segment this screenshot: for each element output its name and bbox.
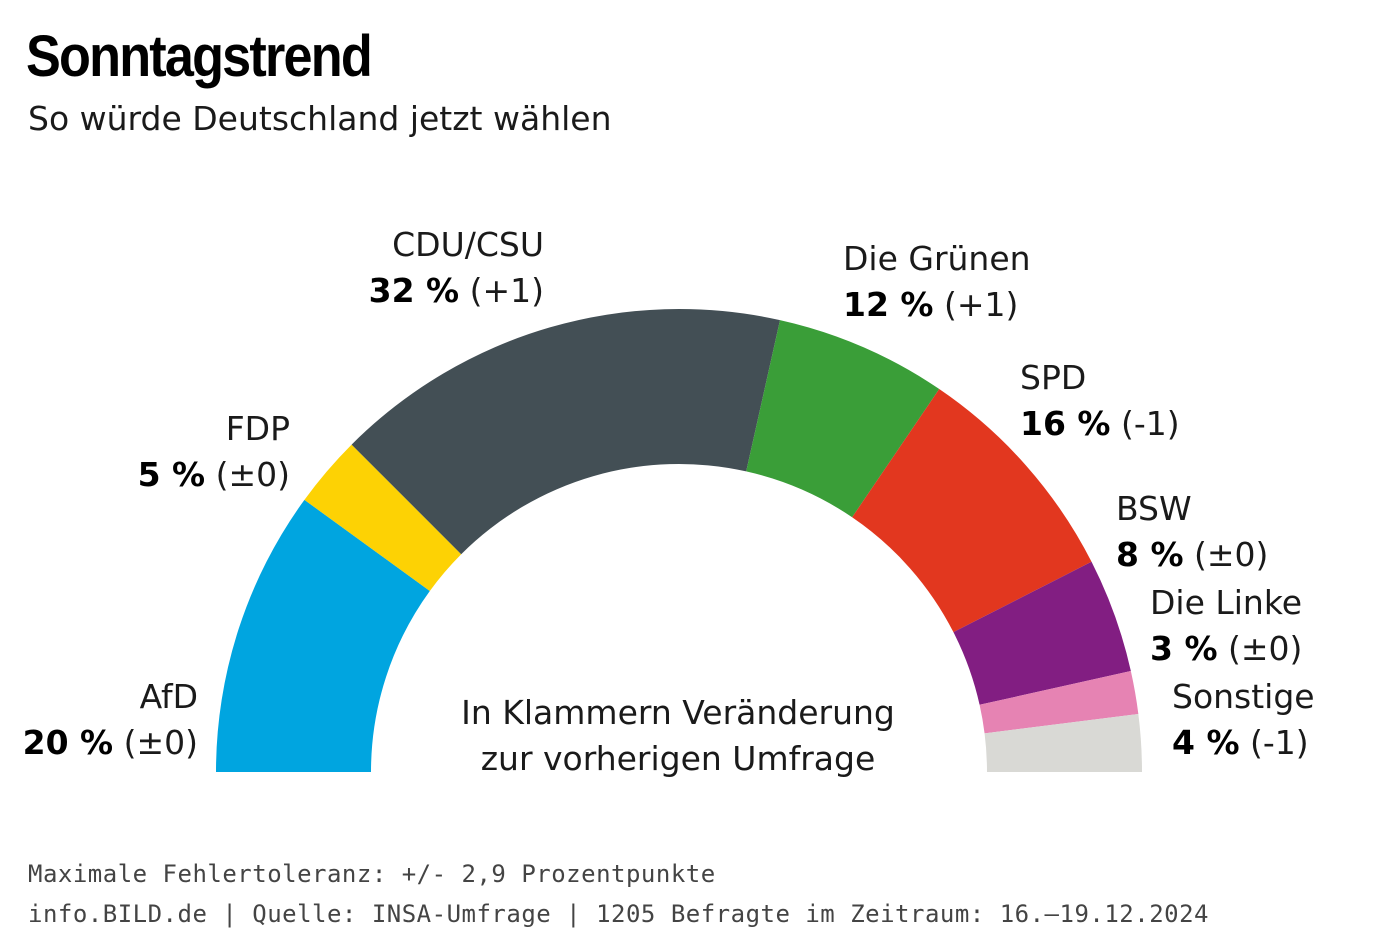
chart-note-line-1: In Klammern Veränderung	[461, 693, 895, 732]
label-percent-cdu-csu: 32 %	[369, 271, 459, 310]
label-name-fdp: FDP	[226, 409, 290, 448]
label-change-die-linke: (±0)	[1218, 629, 1303, 668]
label-change-afd: (±0)	[113, 723, 198, 762]
label-change-cdu-csu: (+1)	[459, 271, 544, 310]
slice-bsw	[953, 561, 1131, 705]
label-name-afd: AfD	[140, 677, 198, 716]
chart-subtitle: So würde Deutschland jetzt wählen	[28, 99, 612, 138]
slice-afd	[216, 499, 430, 772]
label-value-bsw: 8 % (±0)	[1116, 535, 1268, 574]
label-change-die-grünen: (+1)	[933, 285, 1018, 324]
footer-error-tolerance: Maximale Fehlertoleranz: +/- 2,9 Prozent…	[28, 860, 716, 888]
label-percent-die-linke: 3 %	[1150, 629, 1218, 668]
slice-sonstige	[984, 713, 1142, 772]
label-percent-fdp: 5 %	[138, 455, 206, 494]
label-change-bsw: (±0)	[1184, 535, 1269, 574]
label-name-cdu-csu: CDU/CSU	[392, 225, 544, 264]
label-name-bsw: BSW	[1116, 489, 1192, 528]
slice-die-grünen	[746, 320, 940, 518]
slice-fdp	[304, 444, 462, 591]
label-name-sonstige: Sonstige	[1172, 677, 1315, 716]
chart-slices	[216, 309, 1142, 772]
label-percent-spd: 16 %	[1020, 404, 1110, 443]
chart-title: Sonntagstrend	[26, 24, 373, 89]
label-value-afd: 20 % (±0)	[23, 723, 198, 762]
footer-source: info.BILD.de | Quelle: INSA-Umfrage | 12…	[28, 900, 1209, 928]
label-value-die-linke: 3 % (±0)	[1150, 629, 1302, 668]
slice-spd	[852, 389, 1092, 633]
label-value-fdp: 5 % (±0)	[138, 455, 290, 494]
slice-die-linke	[979, 670, 1139, 734]
label-percent-die-grünen: 12 %	[843, 285, 933, 324]
label-name-die-grünen: Die Grünen	[843, 239, 1031, 278]
label-percent-afd: 20 %	[23, 723, 113, 762]
label-percent-bsw: 8 %	[1116, 535, 1184, 574]
label-name-spd: SPD	[1020, 358, 1086, 397]
label-value-cdu-csu: 32 % (+1)	[369, 271, 544, 310]
label-change-fdp: (±0)	[205, 455, 290, 494]
label-percent-sonstige: 4 %	[1172, 723, 1240, 762]
slice-cdu-csu	[351, 309, 781, 555]
label-name-die-linke: Die Linke	[1150, 583, 1302, 622]
label-value-sonstige: 4 % (-1)	[1172, 723, 1309, 762]
label-change-sonstige: (-1)	[1240, 723, 1309, 762]
label-value-spd: 16 % (-1)	[1020, 404, 1180, 443]
label-change-spd: (-1)	[1110, 404, 1179, 443]
label-value-die-grünen: 12 % (+1)	[843, 285, 1018, 324]
chart-note-line-2: zur vorherigen Umfrage	[481, 739, 876, 778]
chart-labels: AfD 20 % (±0) FDP 5 % (±0) CDU/CSU 32 % (+1) D…	[23, 225, 1315, 762]
